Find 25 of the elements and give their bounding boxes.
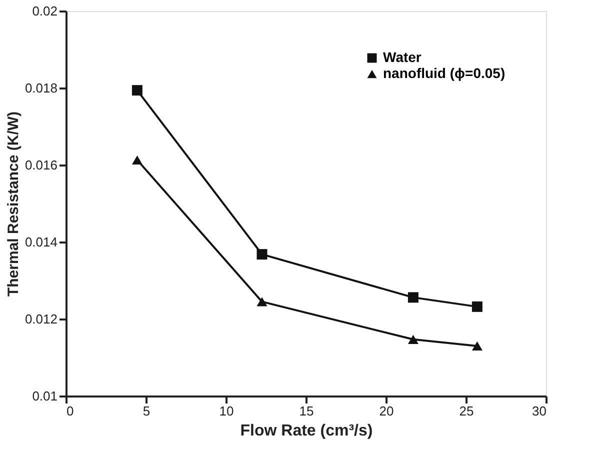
x-tick-label: 20 [379, 404, 394, 418]
point [132, 155, 142, 165]
x-tick-label: 15 [299, 404, 314, 418]
point [256, 297, 268, 306]
point [408, 292, 418, 303]
point [256, 249, 268, 260]
y-tick-label: 0.012 [24, 312, 58, 326]
point [132, 85, 142, 96]
y-tick-label: 0.014 [24, 234, 58, 250]
y-axis-title: Thermal Resistance (K/W) [4, 111, 22, 297]
y-tick-label: 0.016 [24, 158, 58, 172]
x-axis-title: Flow Rate (cm³/s) [240, 422, 373, 440]
point [472, 301, 482, 312]
legend-label: nanofluid (ϕ=0.05) [383, 65, 506, 81]
legend-label: Water [383, 49, 422, 65]
y-tick-label: 0.02 [32, 4, 58, 18]
point [472, 341, 482, 350]
y-tick-label: 0.01 [32, 388, 58, 404]
x-tick-label: 0 [66, 404, 74, 418]
x-tick-label: 25 [459, 404, 474, 418]
y-tick-label: 0.018 [24, 80, 58, 96]
x-tick-label: 5 [142, 404, 150, 418]
point [408, 334, 418, 344]
x-tick-label: 30 [532, 404, 546, 418]
x-tick-label: 10 [219, 404, 234, 418]
